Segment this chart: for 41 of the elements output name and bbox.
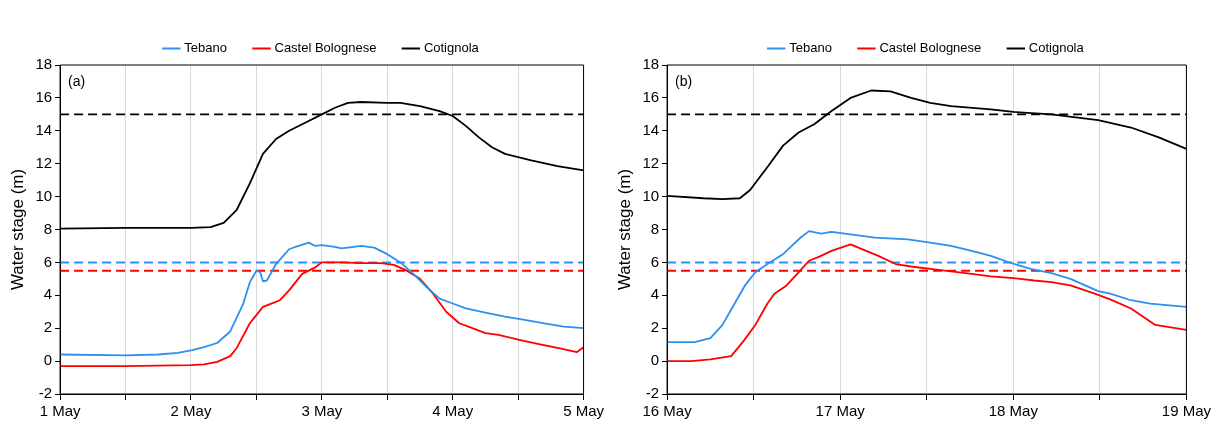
x-tick-label: 17 May [815, 402, 866, 420]
y-tick-label: -2 [645, 384, 660, 402]
y-tick-label: 2 [650, 318, 660, 336]
x-tick-label: 16 May [642, 402, 693, 420]
y-tick-label: 0 [650, 351, 660, 369]
y-tick-label: 6 [43, 252, 53, 270]
y-tick-label: 0 [43, 351, 53, 369]
x-tick-label: 2 May [170, 402, 212, 420]
y-tick-label: 12 [35, 153, 53, 171]
y-tick-label: 4 [650, 285, 660, 303]
annotation: (a) [68, 72, 86, 89]
y-tick-label: 18 [642, 55, 660, 73]
y-tick-label: 4 [43, 285, 53, 303]
y-tick-label: 8 [650, 219, 660, 237]
legend-label: Cotignola [1028, 40, 1085, 56]
y-axis-title: Water stage (m) [7, 168, 27, 291]
legend-label: Tebano [789, 40, 832, 56]
y-tick-label: 12 [642, 153, 660, 171]
y-tick-label: 8 [43, 219, 53, 237]
x-tick-label: 18 May [988, 402, 1039, 420]
y-tick-label: 16 [35, 88, 53, 106]
x-tick-label: 19 May [1161, 402, 1212, 420]
legend-label: Cotignola [423, 40, 480, 56]
y-axis-title: Water stage (m) [614, 168, 634, 291]
y-tick-label: 14 [35, 120, 53, 138]
x-tick-label: 5 May [563, 402, 605, 420]
y-tick-label: 18 [35, 55, 53, 73]
annotation: (b) [675, 72, 693, 89]
y-tick-label: 2 [43, 318, 53, 336]
y-tick-label: -2 [38, 384, 53, 402]
y-tick-label: 10 [35, 186, 53, 204]
x-tick-label: 1 May [39, 402, 81, 420]
y-tick-label: 6 [650, 252, 660, 270]
legend-label: Tebano [184, 40, 227, 56]
legend-label: Castel Bolognese [879, 40, 982, 56]
y-tick-label: 10 [642, 186, 660, 204]
y-tick-label: 16 [642, 88, 660, 106]
y-tick-label: 14 [642, 120, 660, 138]
legend-label: Castel Bolognese [274, 40, 377, 56]
x-tick-label: 4 May [432, 402, 474, 420]
x-tick-label: 3 May [301, 402, 343, 420]
